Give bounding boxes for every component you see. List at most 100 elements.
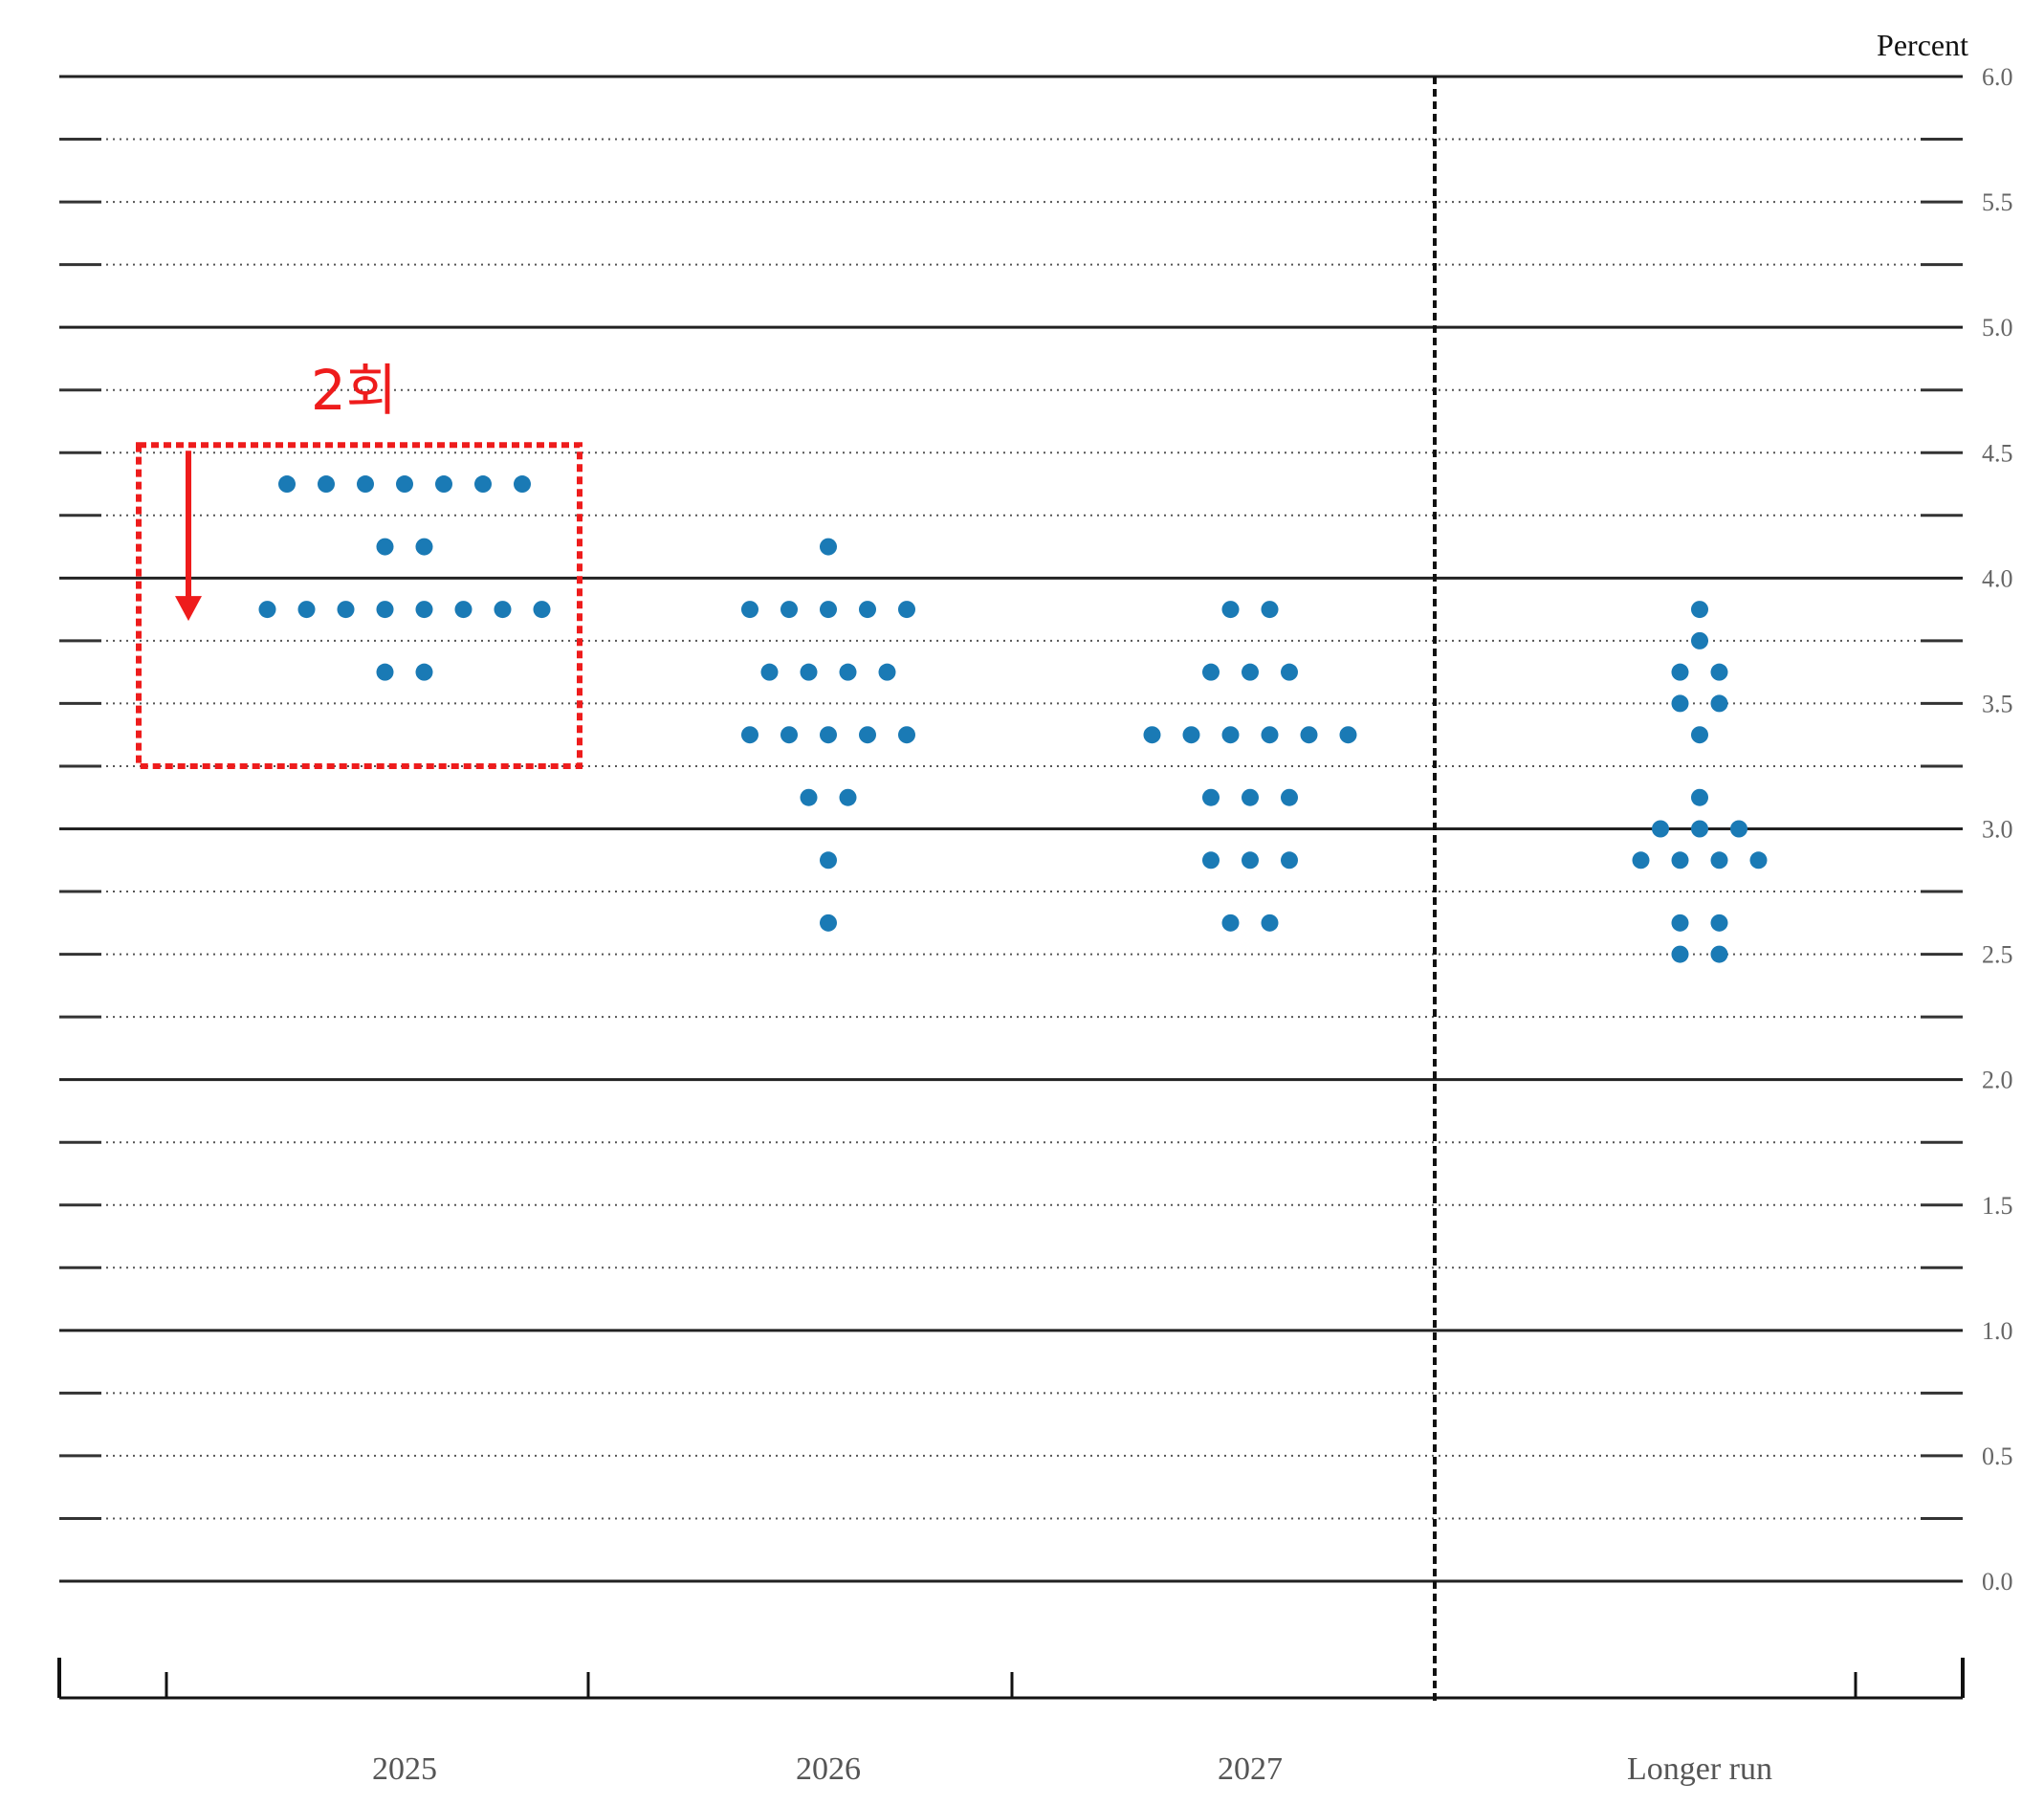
projection-dot xyxy=(1749,851,1768,869)
projection-dot xyxy=(415,601,433,619)
projection-dot xyxy=(376,538,394,556)
projection-dot xyxy=(741,601,758,619)
annotation-highlight-box xyxy=(136,442,582,769)
annotation: 2회 xyxy=(136,358,582,769)
projection-dot xyxy=(1202,851,1220,869)
y-tick-label: 5.0 xyxy=(1982,314,2013,341)
x-category-label: Longer run xyxy=(1627,1751,1772,1787)
projection-dot xyxy=(415,538,433,556)
projection-dot xyxy=(1281,788,1298,806)
projection-dot xyxy=(1242,788,1259,806)
projection-dot xyxy=(1242,851,1259,869)
projection-dot xyxy=(878,663,896,681)
annotation-label: 2회 xyxy=(311,358,397,423)
y-tick-label: 5.5 xyxy=(1982,188,2013,216)
projection-dots xyxy=(258,475,1768,963)
projection-dot xyxy=(1710,945,1728,963)
projection-dot xyxy=(780,601,798,619)
y-tick-label: 2.5 xyxy=(1982,941,2013,969)
y-axis-unit-label: Percent xyxy=(1877,28,1968,62)
projection-dot xyxy=(1671,851,1689,869)
projection-dot xyxy=(820,538,837,556)
projection-dot xyxy=(1710,663,1728,681)
projection-dot xyxy=(1671,694,1689,713)
projection-dot xyxy=(396,475,413,494)
projection-dot xyxy=(1261,726,1279,744)
projection-dot xyxy=(435,475,452,494)
y-tick-label: 3.5 xyxy=(1982,690,2013,717)
projection-dot xyxy=(1710,694,1728,713)
projection-dot xyxy=(474,475,492,494)
projection-dot xyxy=(1691,726,1708,744)
x-category-label: 2027 xyxy=(1218,1751,1283,1787)
x-axis-category-labels: 2025 2026 2027 Longer run xyxy=(372,1751,1772,1787)
projection-dot xyxy=(1221,601,1240,619)
projection-dot xyxy=(820,726,837,744)
projection-dot xyxy=(533,601,551,619)
projection-dot xyxy=(780,726,798,744)
annotation-arrow-head xyxy=(175,596,202,622)
projection-dot xyxy=(1242,663,1259,681)
y-tick-label: 3.0 xyxy=(1982,816,2013,844)
projection-dot xyxy=(1691,820,1708,838)
projection-dot xyxy=(800,788,818,806)
y-tick-label: 0.5 xyxy=(1982,1442,2013,1470)
y-tick-label: 0.0 xyxy=(1982,1568,2013,1596)
projection-dot xyxy=(1671,663,1689,681)
projection-dot xyxy=(1339,726,1357,744)
projection-dot xyxy=(1281,851,1298,869)
projection-dot xyxy=(1710,914,1728,932)
projection-dot xyxy=(1182,726,1200,744)
projection-dot xyxy=(1671,914,1689,932)
projection-dot xyxy=(1671,945,1689,963)
projection-dot xyxy=(1221,726,1240,744)
projection-dot xyxy=(337,601,355,619)
projection-dot xyxy=(1632,851,1650,869)
projection-dot xyxy=(1202,788,1220,806)
y-tick-label: 1.0 xyxy=(1982,1317,2013,1345)
projection-dot xyxy=(258,601,276,619)
projection-dot xyxy=(1143,726,1161,744)
projection-dot xyxy=(357,475,374,494)
projection-dot xyxy=(1261,601,1279,619)
projection-dot xyxy=(1261,914,1279,932)
projection-dot xyxy=(741,726,758,744)
projection-dot xyxy=(898,726,915,744)
projection-dot xyxy=(1652,820,1669,838)
projection-dot xyxy=(1730,820,1747,838)
x-axis xyxy=(57,1658,1965,1700)
projection-dot xyxy=(454,601,473,619)
y-tick-label: 1.5 xyxy=(1982,1192,2013,1220)
y-tick-label: 2.0 xyxy=(1982,1067,2013,1094)
projection-dot xyxy=(376,601,394,619)
projection-dot xyxy=(800,663,818,681)
projection-dot xyxy=(760,663,779,681)
projection-dot xyxy=(839,663,857,681)
projection-dot xyxy=(1710,851,1728,869)
projection-dot xyxy=(859,726,876,744)
projection-dot xyxy=(898,601,915,619)
y-tick-label: 6.0 xyxy=(1982,63,2013,91)
projection-dot xyxy=(859,601,876,619)
projection-dot xyxy=(839,788,857,806)
projection-dot xyxy=(820,601,837,619)
projection-dot xyxy=(820,851,837,869)
projection-dot xyxy=(1691,788,1708,806)
projection-dot xyxy=(1281,663,1298,681)
y-axis-tick-labels: 0.0 0.5 1.0 1.5 2.0 2.5 3.0 3.5 4.0 4.5 5.0 5.5 6.0 xyxy=(1982,63,2013,1596)
y-tick-label: 4.0 xyxy=(1982,564,2013,592)
x-category-label: 2025 xyxy=(372,1751,437,1787)
grid-lines xyxy=(59,75,1963,1583)
projection-dot xyxy=(494,601,512,619)
x-category-label: 2026 xyxy=(796,1751,861,1787)
projection-dot xyxy=(1691,601,1708,619)
projection-dot xyxy=(1300,726,1318,744)
projection-dot xyxy=(1202,663,1220,681)
projection-dot xyxy=(820,914,837,932)
y-tick-label: 4.5 xyxy=(1982,439,2013,467)
projection-dot xyxy=(514,475,531,494)
projection-dot xyxy=(415,663,433,681)
projection-dot xyxy=(297,601,316,619)
projection-dot xyxy=(376,663,394,681)
